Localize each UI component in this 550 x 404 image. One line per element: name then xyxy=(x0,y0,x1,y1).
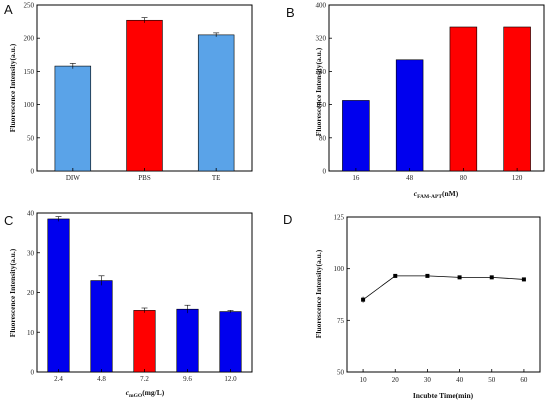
panel-a: A 0 50 100 150 200 250 DIW PBS TE Fluorescence … xyxy=(4,2,253,182)
bar-PBS xyxy=(126,19,163,172)
d-x-tick-label: 30 xyxy=(424,376,432,384)
panel-b-x-label-subscript: FAM-APT xyxy=(417,194,442,200)
a-x-tick-label: PBS xyxy=(138,174,151,182)
d-x-tick-label: 10 xyxy=(360,376,368,384)
d-y-tick-label: 100 xyxy=(334,265,345,273)
panel-c-x-label-unit: (mg/L) xyxy=(142,388,165,397)
b-x-tick-label: 120 xyxy=(512,174,523,182)
a-y-tick-label: 100 xyxy=(24,101,35,109)
c-x-tick-label: 4.8 xyxy=(97,375,106,383)
panel-b: B 0 80 160 240 320 400 16 48 80 120 Fluorescence… xyxy=(286,2,545,200)
b-y-tick-label: 160 xyxy=(316,101,327,109)
panel-d-x-label: Incubte Time(min) xyxy=(413,391,474,400)
data-point xyxy=(489,275,494,280)
d-x-tick-label: 60 xyxy=(520,376,528,384)
panel-d-y-label: Fluorescence Intensity(a.u.) xyxy=(314,249,323,338)
bar-TE xyxy=(197,34,235,172)
d-x-tick-label: 50 xyxy=(488,376,496,384)
panel-d-plot-frame xyxy=(346,216,541,373)
panel-c-x-label: cmGO(mg/L) xyxy=(126,388,165,399)
d-y-tick-label: 125 xyxy=(334,214,345,222)
panel-b-y-label: Fluorescence Intensity(a.u.) xyxy=(314,47,323,136)
data-point xyxy=(361,297,366,302)
a-x-tick-label: TE xyxy=(212,174,221,182)
panel-b-plot-frame xyxy=(328,4,545,172)
panel-b-y-ticks: 0 80 160 240 320 400 xyxy=(316,2,332,176)
panel-a-x-ticks: DIW PBS TE xyxy=(66,168,221,182)
data-point xyxy=(457,275,462,280)
b-y-tick-label: 400 xyxy=(316,2,327,10)
bar-48 xyxy=(395,59,424,172)
c-x-tick-label: 2.4 xyxy=(54,375,63,383)
bar-80 xyxy=(449,26,478,172)
data-point xyxy=(521,277,526,282)
bar-16 xyxy=(342,100,370,172)
b-x-tick-label: 48 xyxy=(406,174,414,182)
d-y-tick-label: 50 xyxy=(337,369,345,377)
panel-b-bars xyxy=(342,26,531,172)
c-y-tick-label: 20 xyxy=(27,289,35,297)
panel-c-bars xyxy=(47,216,242,373)
bar-7.2 xyxy=(133,310,156,373)
c-x-tick-label: 7.2 xyxy=(140,375,149,383)
panel-c-x-label-symbol: c xyxy=(126,388,130,397)
panel-a-y-label: Fluorescence Intensity(a.u.) xyxy=(8,43,17,132)
panel-b-x-label-unit: (nM) xyxy=(442,189,459,198)
bar-4.8 xyxy=(90,280,113,373)
c-y-tick-label: 0 xyxy=(31,369,35,377)
a-y-tick-label: 0 xyxy=(31,168,35,176)
panel-c-y-ticks: 0 10 20 30 40 xyxy=(27,210,40,377)
a-y-tick-label: 250 xyxy=(24,2,35,10)
data-point xyxy=(425,273,430,278)
panel-b-letter: B xyxy=(286,5,295,20)
data-point xyxy=(393,273,398,278)
b-y-tick-label: 320 xyxy=(316,35,327,43)
a-x-tick-label: DIW xyxy=(66,174,80,182)
panel-b-x-label: cFAM-APT(nM) xyxy=(414,189,459,200)
d-x-tick-label: 20 xyxy=(392,376,400,384)
panel-c: C 0 10 20 30 40 2.4 4.8 7.2 9.6 12.0 Fluorescenc… xyxy=(4,210,253,399)
panel-d-y-ticks: 50 75 100 125 xyxy=(334,214,350,377)
panel-b-x-label-symbol: c xyxy=(414,189,418,198)
b-y-tick-label: 240 xyxy=(316,68,327,76)
b-y-tick-label: 0 xyxy=(323,168,327,176)
panel-c-x-ticks: 2.4 4.8 7.2 9.6 12.0 xyxy=(54,369,237,383)
a-y-tick-label: 50 xyxy=(27,134,35,142)
panel-d-letter: D xyxy=(283,212,292,227)
panel-c-x-label-subscript: mGO xyxy=(129,393,143,399)
a-y-tick-label: 200 xyxy=(24,35,35,43)
b-y-tick-label: 80 xyxy=(319,134,327,142)
c-y-tick-label: 40 xyxy=(27,210,35,218)
d-x-tick-label: 40 xyxy=(456,376,464,384)
bar-120 xyxy=(503,26,531,172)
bar-9.6 xyxy=(176,308,199,373)
bar-12.0 xyxy=(219,311,242,373)
d-y-tick-label: 75 xyxy=(337,317,345,325)
c-y-tick-label: 10 xyxy=(27,329,35,337)
panel-c-y-label: Fluorescence Intensity(a.u.) xyxy=(8,248,17,337)
panel-d-x-ticks: 10 20 30 40 50 60 xyxy=(360,369,528,384)
panel-a-letter: A xyxy=(4,2,13,17)
panel-d: D 50 75 100 125 10 20 30 40 50 60 Fluorescence I… xyxy=(283,212,541,400)
panel-a-y-ticks: 0 50 100 150 200 250 xyxy=(24,2,40,176)
a-y-tick-label: 150 xyxy=(24,68,35,76)
panel-d-line xyxy=(361,273,526,303)
bar-DIW xyxy=(54,65,92,172)
b-x-tick-label: 16 xyxy=(352,174,360,182)
panel-a-bars xyxy=(54,17,235,172)
b-x-tick-label: 80 xyxy=(460,174,468,182)
c-x-tick-label: 9.6 xyxy=(183,375,192,383)
c-y-tick-label: 30 xyxy=(27,249,35,257)
panel-c-letter: C xyxy=(4,213,13,228)
series-line xyxy=(362,275,524,300)
bar-2.4 xyxy=(47,218,70,373)
c-x-tick-label: 12.0 xyxy=(224,375,237,383)
panel-b-x-ticks: 16 48 80 120 xyxy=(352,168,523,182)
